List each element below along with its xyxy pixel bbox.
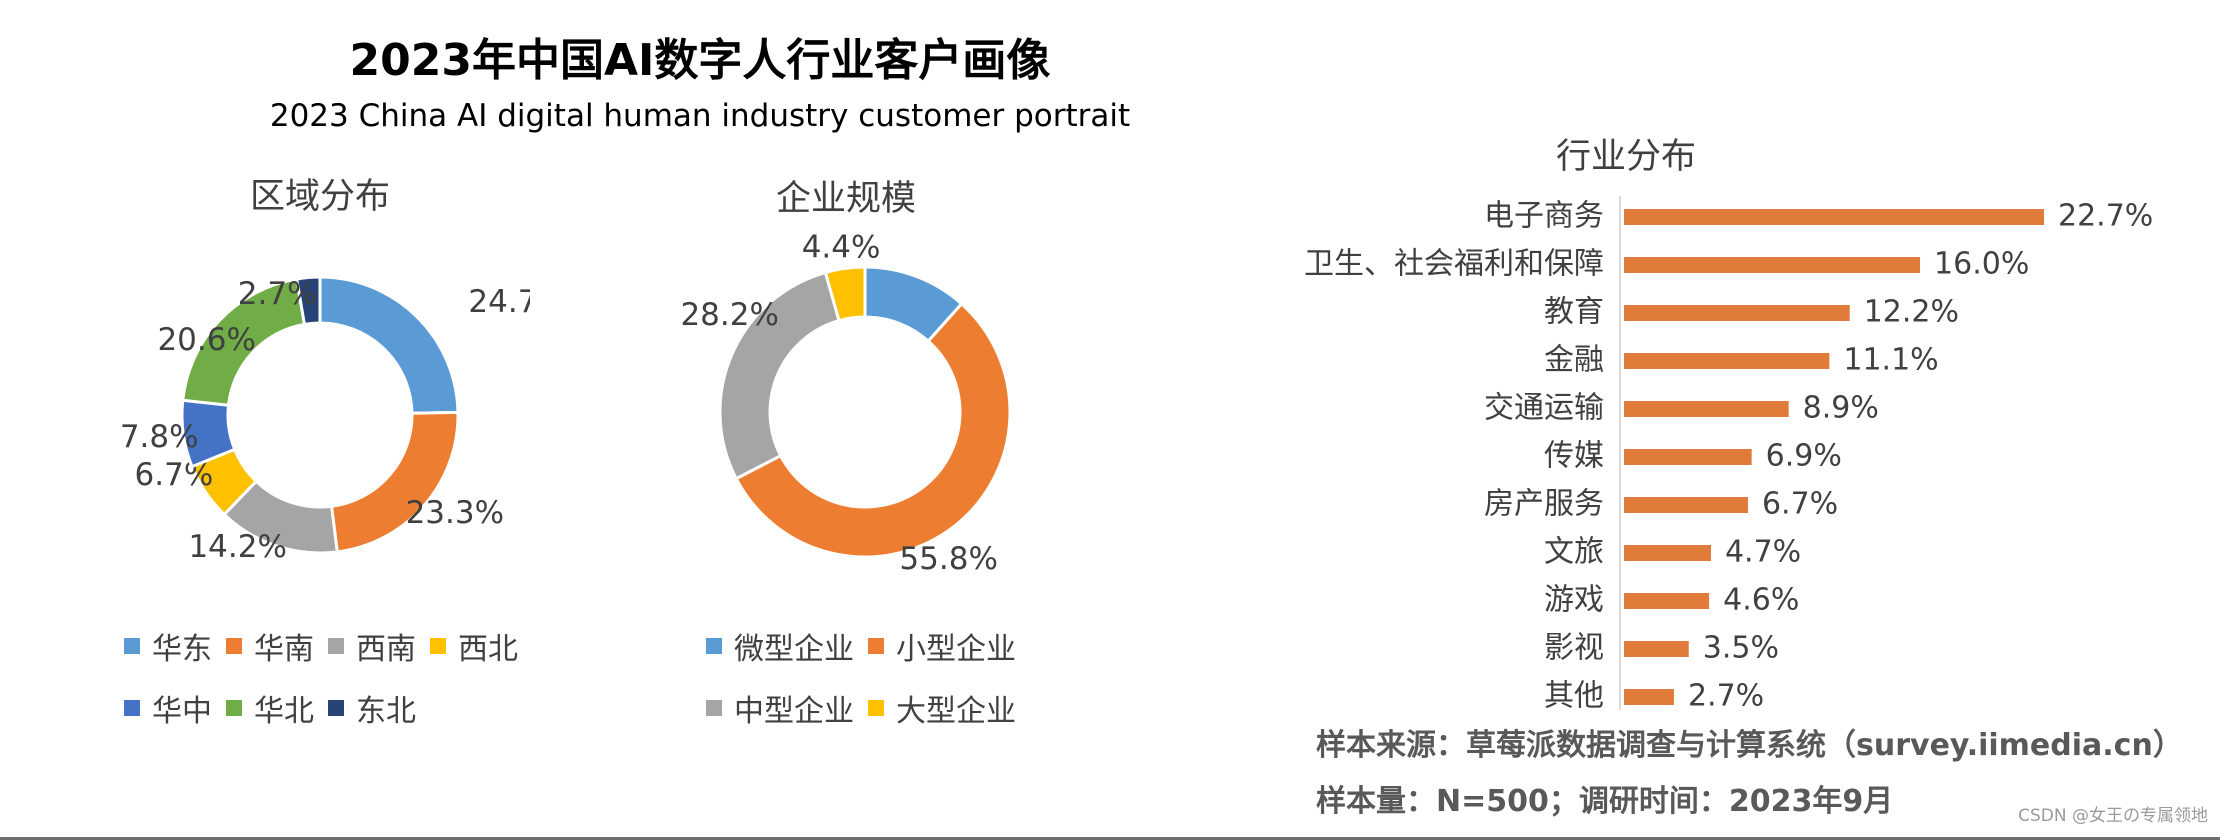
industry-value-1: 16.0%: [1934, 247, 2029, 282]
industry-value-10: 2.7%: [1688, 679, 1764, 711]
industry-bar-2: [1624, 305, 1850, 321]
industry-bar-5: [1624, 449, 1752, 465]
industry-category-5: 传媒: [1544, 439, 1604, 474]
industry-value-6: 6.7%: [1762, 487, 1838, 522]
industry-category-4: 交通运输: [1484, 391, 1604, 426]
region-legend-item: 西南: [328, 624, 416, 668]
size-label-1: 55.8%: [899, 541, 997, 577]
region-legend-swatch: [328, 638, 344, 654]
size-slice-1: [734, 301, 1012, 559]
region-legend-swatch: [430, 638, 446, 654]
region-legend-item: 华北: [226, 686, 314, 730]
source-note: 样本来源：草莓派数据调查与计算系统（survey.iimedia.cn）: [1316, 728, 2183, 763]
size-legend-swatch: [868, 700, 884, 716]
size-label-2: 28.2%: [680, 297, 778, 333]
industry-bar-7: [1624, 545, 1711, 561]
region-legend-label: 西南: [356, 632, 416, 667]
region-legend-swatch: [124, 638, 140, 654]
industry-category-3: 金融: [1544, 343, 1604, 378]
region-legend-item: 华中: [124, 686, 212, 730]
size-legend-item: 大型企业: [868, 686, 1016, 730]
industry-value-9: 3.5%: [1703, 631, 1779, 666]
region-legend-item: 西北: [430, 624, 518, 668]
industry-category-8: 游戏: [1544, 583, 1604, 618]
industry-value-4: 8.9%: [1803, 391, 1879, 426]
industry-bar-9: [1624, 641, 1689, 657]
size-legend-item: 小型企业: [868, 624, 1016, 668]
watermark: CSDN @女王の专属领地: [2018, 806, 2208, 826]
size-legend-row: 中型企业 大型企业: [706, 686, 1030, 730]
industry-value-2: 12.2%: [1864, 295, 1959, 330]
size-donut-chart: 11.6%55.8%28.2%4.4%: [680, 230, 1012, 577]
industry-bar-6: [1624, 497, 1748, 513]
region-legend: 华东 华南 西南 西北华中 华北 东北: [124, 626, 532, 750]
region-label-1: 23.3%: [406, 495, 504, 531]
industry-category-2: 教育: [1544, 295, 1604, 330]
region-legend-swatch: [124, 700, 140, 716]
region-legend-swatch: [328, 700, 344, 716]
region-slice-0: [318, 275, 460, 415]
region-label-0: 24.7%: [468, 284, 530, 320]
size-legend-swatch: [706, 638, 722, 654]
region-legend-label: 华北: [254, 694, 314, 729]
size-legend-item: 中型企业: [706, 686, 854, 730]
industry-value-8: 4.6%: [1723, 583, 1799, 618]
region-chart-title: 区域分布: [249, 177, 390, 217]
region-legend-label: 华中: [152, 694, 212, 729]
industry-category-1: 卫生、社会福利和保障: [1304, 247, 1604, 282]
industry-bar-chart: 电子商务 22.7% 卫生、社会福利和保障 16.0% 教育 12.2% 金融 11.1% 交通…: [1304, 196, 2153, 711]
region-label-5: 20.6%: [157, 322, 255, 358]
region-legend-label: 华南: [254, 632, 314, 667]
industry-chart-title: 行业分布: [1556, 137, 1697, 177]
region-legend-label: 东北: [356, 694, 416, 729]
size-label-3: 4.4%: [802, 230, 881, 266]
region-legend-label: 华东: [152, 632, 212, 667]
industry-bar-8: [1624, 593, 1710, 609]
region-legend-item: 华东: [124, 624, 212, 668]
region-label-2: 14.2%: [188, 529, 286, 565]
industry-bar-1: [1624, 257, 1921, 273]
size-legend-swatch: [706, 700, 722, 716]
region-legend-row: 华东 华南 西南 西北: [124, 624, 532, 668]
size-slice-2: [718, 270, 841, 481]
region-donut-chart: 24.7%23.3%14.2%6.7%7.8%20.6%2.7%: [120, 275, 530, 565]
region-legend-row: 华中 华北 东北: [124, 686, 532, 730]
region-label-4: 7.8%: [120, 419, 199, 455]
size-legend-label: 微型企业: [734, 632, 854, 667]
size-legend-row: 微型企业 小型企业: [706, 624, 1030, 668]
industry-value-5: 6.9%: [1766, 439, 1842, 474]
industry-bar-0: [1624, 209, 2044, 225]
sample-note: 样本量：N=500；调研时间：2023年9月: [1316, 784, 1894, 819]
size-legend-label: 大型企业: [896, 694, 1016, 729]
industry-category-7: 文旅: [1544, 535, 1604, 570]
industry-value-3: 11.1%: [1843, 343, 1938, 378]
industry-category-9: 影视: [1544, 631, 1604, 666]
industry-category-10: 其他: [1544, 679, 1604, 711]
region-legend-item: 华南: [226, 624, 314, 668]
industry-bar-4: [1624, 401, 1789, 417]
region-label-6: 2.7%: [238, 276, 317, 312]
industry-category-6: 房产服务: [1484, 487, 1604, 522]
industry-bar-3: [1624, 353, 1830, 369]
region-slice-6: [294, 275, 322, 327]
size-chart-title: 企业规模: [775, 179, 916, 219]
industry-value-0: 22.7%: [2058, 199, 2153, 234]
size-legend-label: 小型企业: [896, 632, 1016, 667]
industry-category-0: 电子商务: [1484, 199, 1604, 234]
size-legend-item: 微型企业: [706, 624, 854, 668]
size-legend-label: 中型企业: [734, 694, 854, 729]
size-legend: 微型企业 小型企业中型企业 大型企业: [706, 626, 1030, 750]
size-legend-swatch: [868, 638, 884, 654]
page-title: 2023年中国AI数字人行业客户画像: [349, 35, 1051, 86]
industry-bar-10: [1624, 689, 1674, 705]
region-legend-label: 西北: [458, 632, 518, 667]
region-legend-swatch: [226, 700, 242, 716]
industry-value-7: 4.7%: [1725, 535, 1801, 570]
region-legend-swatch: [226, 638, 242, 654]
page-subtitle: 2023 China AI digital human industry cus…: [269, 98, 1131, 134]
bottom-divider: [0, 837, 2220, 840]
region-legend-item: 东北: [328, 686, 416, 730]
size-slice-3: [823, 265, 867, 323]
